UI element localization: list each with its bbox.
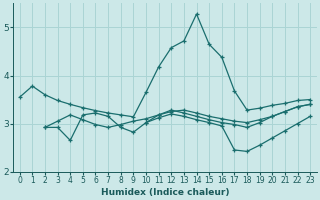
- X-axis label: Humidex (Indice chaleur): Humidex (Indice chaleur): [101, 188, 229, 197]
